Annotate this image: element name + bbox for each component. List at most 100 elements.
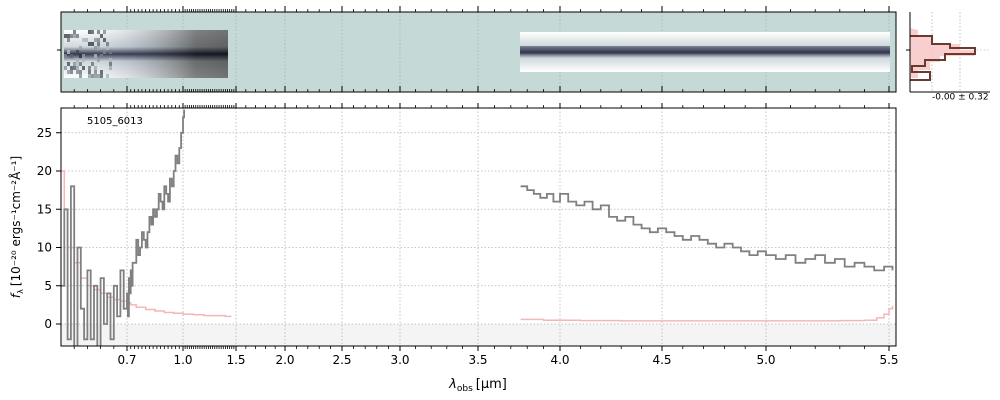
noise-pixel — [103, 50, 106, 54]
noise-pixel — [73, 34, 76, 38]
noise-pixel — [91, 42, 94, 46]
noise-pixel — [76, 66, 79, 70]
x-tick-label: 5.5 — [879, 353, 898, 367]
series-layer — [61, 109, 894, 346]
noise-pixel — [76, 62, 79, 66]
noise-pixel — [88, 30, 91, 34]
spectrum-2d-trace-left — [64, 30, 228, 78]
noise-pixel — [109, 58, 112, 62]
noise-pixel — [103, 30, 106, 34]
noise-pixel — [94, 46, 97, 50]
noise-pixel — [100, 70, 103, 74]
noise-pixel — [94, 54, 97, 58]
noise-pixel — [97, 58, 100, 62]
noise-pixel — [64, 34, 67, 38]
noise-pixel — [79, 54, 82, 58]
noise-pixel — [103, 38, 106, 42]
noise-pixel — [82, 38, 85, 42]
x-axis: 0.7 1.0 1.5 2.0 2.5 3.0 3.5 4.0 4.5 5.0 5.5 — [73, 103, 899, 367]
noise-pixel — [79, 70, 82, 74]
profile-inset: -0.00 ± 0.32 — [906, 12, 990, 103]
noise-pixel — [106, 42, 109, 46]
main-grid — [61, 108, 896, 346]
spectrum-2d-trace-right — [520, 32, 890, 72]
y-tick-label: 10 — [37, 241, 52, 255]
noise-pixel — [109, 50, 112, 54]
noise-pixel — [100, 74, 103, 78]
spectrum-1d-panel: 0.7 1.0 1.5 2.0 2.5 3.0 3.5 4.0 4.5 5.0 5.5 0 5 10 15… — [37, 103, 899, 367]
noise-pixel — [67, 38, 70, 42]
y-tick-label: 15 — [37, 202, 52, 216]
noise-pixel — [67, 34, 70, 38]
x-tick-label: 3.0 — [390, 353, 409, 367]
noise-pixel — [97, 38, 100, 42]
noise-pixel — [82, 66, 85, 70]
spectrum-2d-panel — [57, 6, 897, 93]
noise-pixel — [70, 66, 73, 70]
noise-pixel — [91, 62, 94, 66]
spectrum-2d-noise — [64, 30, 112, 78]
y-axis: 0 5 10 15 20 25 — [37, 126, 61, 331]
noise-pixel — [76, 34, 79, 38]
noise-pixel — [64, 54, 67, 58]
noise-pixel — [64, 66, 67, 70]
noise-pixel — [79, 46, 82, 50]
flux-series-segment-1 — [520, 185, 894, 272]
x-tick-label: 2.0 — [275, 353, 294, 367]
noise-pixel — [88, 42, 91, 46]
noise-pixel — [94, 38, 97, 42]
profile-fill — [910, 28, 975, 78]
inset-label: -0.00 ± 0.32 — [932, 93, 989, 103]
noise-pixel — [106, 46, 109, 50]
noise-pixel — [94, 70, 97, 74]
noise-pixel — [97, 74, 100, 78]
noise-pixel — [91, 30, 94, 34]
noise-pixel — [67, 70, 70, 74]
negative-region — [61, 324, 896, 346]
x-tick-label: 2.5 — [332, 353, 351, 367]
noise-pixel — [94, 66, 97, 70]
noise-pixel — [94, 74, 97, 78]
noise-pixel — [109, 66, 112, 70]
noise-pixel — [97, 46, 100, 50]
noise-pixel — [67, 50, 70, 54]
y-tick-label: 5 — [44, 279, 52, 293]
noise-pixel — [109, 62, 112, 66]
y-tick-label: 25 — [37, 126, 52, 140]
x-tick-label: 1.0 — [173, 353, 192, 367]
x-tick-label: 0.7 — [117, 353, 136, 367]
x-tick-label: 1.5 — [226, 353, 245, 367]
noise-pixel — [79, 62, 82, 66]
noise-pixel — [70, 54, 73, 58]
noise-pixel — [88, 66, 91, 70]
noise-pixel — [82, 58, 85, 62]
x-tick-label: 5.0 — [756, 353, 775, 367]
noise-pixel — [76, 70, 79, 74]
noise-pixel — [88, 70, 91, 74]
noise-pixel — [73, 30, 76, 34]
spectrum-2d-ticks — [73, 6, 890, 92]
main-frame — [60, 107, 897, 347]
noise-pixel — [97, 30, 100, 34]
x-tick-label: 4.0 — [550, 353, 569, 367]
noise-pixel — [100, 54, 103, 58]
x-axis-label: λobs [μm] — [448, 377, 507, 394]
x-tick-label: 4.5 — [652, 353, 671, 367]
noise-pixel — [76, 58, 79, 62]
noise-pixel — [106, 74, 109, 78]
noise-pixel — [97, 42, 100, 46]
noise-pixel — [73, 66, 76, 70]
noise-pixel — [67, 62, 70, 66]
noise-pixel — [70, 70, 73, 74]
object-label: 5105_6013 — [87, 116, 143, 127]
noise-pixel — [88, 74, 91, 78]
noise-pixel — [70, 34, 73, 38]
noise-pixel — [73, 62, 76, 66]
noise-pixel — [100, 34, 103, 38]
y-axis-label: fλ[10⁻²⁰ ergs⁻¹cm⁻²Å⁻¹] — [8, 156, 25, 298]
noise-pixel — [85, 38, 88, 42]
noise-pixel — [79, 74, 82, 78]
flux-series-segment-0 — [61, 109, 185, 346]
noise-pixel — [82, 54, 85, 58]
